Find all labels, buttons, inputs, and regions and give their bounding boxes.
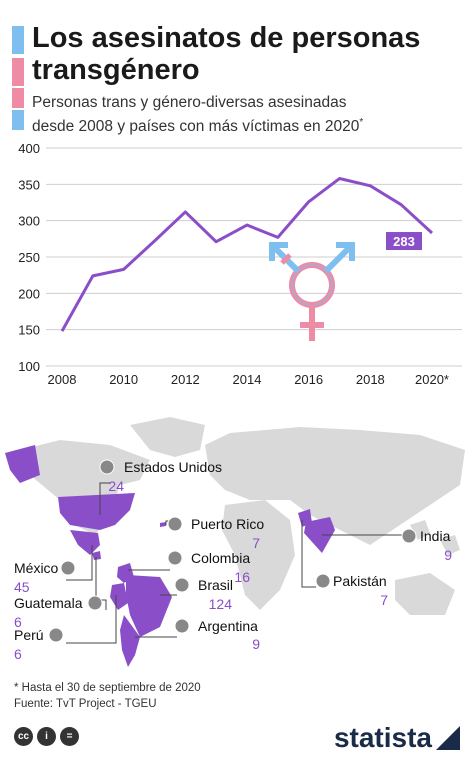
series-points [62,178,432,331]
leader-line [301,520,316,588]
y-tick-label: 250 [18,250,40,265]
region-argentina [120,615,140,667]
country-count: 9 [252,636,260,652]
leader-line [99,482,110,515]
x-tick-label: 2016 [294,372,323,387]
footer: * Hasta el 30 de septiembre de 2020 Fuen… [14,680,201,712]
country-count: 6 [14,614,22,630]
x-axis-ticks: 2008 2010 2012 2014 2016 2018 2020* [48,372,449,387]
subtitle-accent-blue [12,110,24,130]
region-usa [58,493,135,530]
last-value-label: 283 [393,234,415,249]
country-count: 45 [14,579,30,595]
country-name: Argentina [198,618,258,634]
country-name: Guatemala [14,595,83,611]
highlighted-countries [5,445,335,667]
peru-flag-icon [48,627,64,643]
region-puerto-rico [160,522,166,527]
y-tick-label: 300 [18,214,40,229]
india-flag-icon [401,528,417,544]
title-accent-blue [12,26,24,54]
license-icons: cc i = [14,727,79,746]
by-icon: i [37,727,56,746]
colombia-flag-icon [167,550,183,566]
brazil-flag-icon [174,577,190,593]
subtitle-line-2: desde 2008 y países con más víctimas en … [32,118,360,136]
puerto-rico-flag-icon [167,516,183,532]
x-tick-label: 2008 [48,372,77,387]
region-guatemala [92,551,101,560]
country-name: India [420,528,451,544]
region-peru [110,583,128,610]
nd-icon: = [60,727,79,746]
footnote: * Hasta el 30 de septiembre de 2020 [14,682,201,694]
argentina-flag-icon [174,618,190,634]
country-count: 24 [108,478,124,494]
series-line [60,177,434,332]
country-count: 6 [14,646,22,662]
y-tick-label: 100 [18,359,40,374]
cc-icon: cc [14,727,33,746]
source: Fuente: TvT Project - TGEU [14,698,157,710]
page-title: Los asesinatos de personas transgénero [32,22,420,86]
statista-logo: statista [334,722,460,754]
y-tick-label: 350 [18,177,40,192]
subtitle-footnote-mark: * [359,117,364,128]
country-count: 16 [234,569,250,585]
country-count: 7 [252,535,260,551]
country-count: 7 [380,592,388,608]
mexico-flag-icon [60,560,76,576]
brand-name: statista [333,722,432,753]
leader-line [66,595,117,644]
country-name: Estados Unidos [124,459,222,475]
title-accent-pink [12,58,24,86]
chart-grid [46,147,462,367]
last-value-box [386,232,422,251]
subtitle-accent-pink [12,88,24,108]
region-mexico [70,530,100,555]
country-name: Colombia [191,550,250,566]
region-india [304,517,335,553]
x-tick-label: 2020* [415,372,449,387]
title-line-1: Los asesinatos de personas [32,22,421,54]
title-line-2: transgénero [32,54,200,86]
y-tick-label: 200 [18,286,40,301]
y-axis-ticks: 100 150 200 250 300 350 400 [18,141,40,374]
region-brazil [126,575,172,637]
world-land [20,417,465,615]
subtitle-line-1: Personas trans y género-diversas asesina… [32,94,347,111]
x-tick-label: 2012 [171,372,200,387]
trans-symbol-icon [269,242,355,341]
x-tick-label: 2014 [233,372,262,387]
region-alaska [5,445,40,483]
y-tick-label: 150 [18,323,40,338]
country-name: Brasil [198,577,233,593]
x-tick-label: 2010 [109,372,138,387]
country-name: Perú [14,627,44,643]
pakistan-flag-icon [315,573,331,589]
page-subtitle: Personas trans y género-diversas asesina… [32,93,363,137]
country-name: Pakistán [333,573,387,589]
x-tick-label: 2018 [356,372,385,387]
country-count: 9 [444,547,452,563]
country-count: 124 [209,596,233,612]
us-flag-icon [99,459,115,475]
guatemala-flag-icon [87,595,103,611]
country-name: México [14,560,59,576]
leader-line [66,545,93,581]
country-name: Puerto Rico [191,516,264,532]
statista-mark-icon [436,726,460,750]
y-tick-label: 400 [18,141,40,156]
